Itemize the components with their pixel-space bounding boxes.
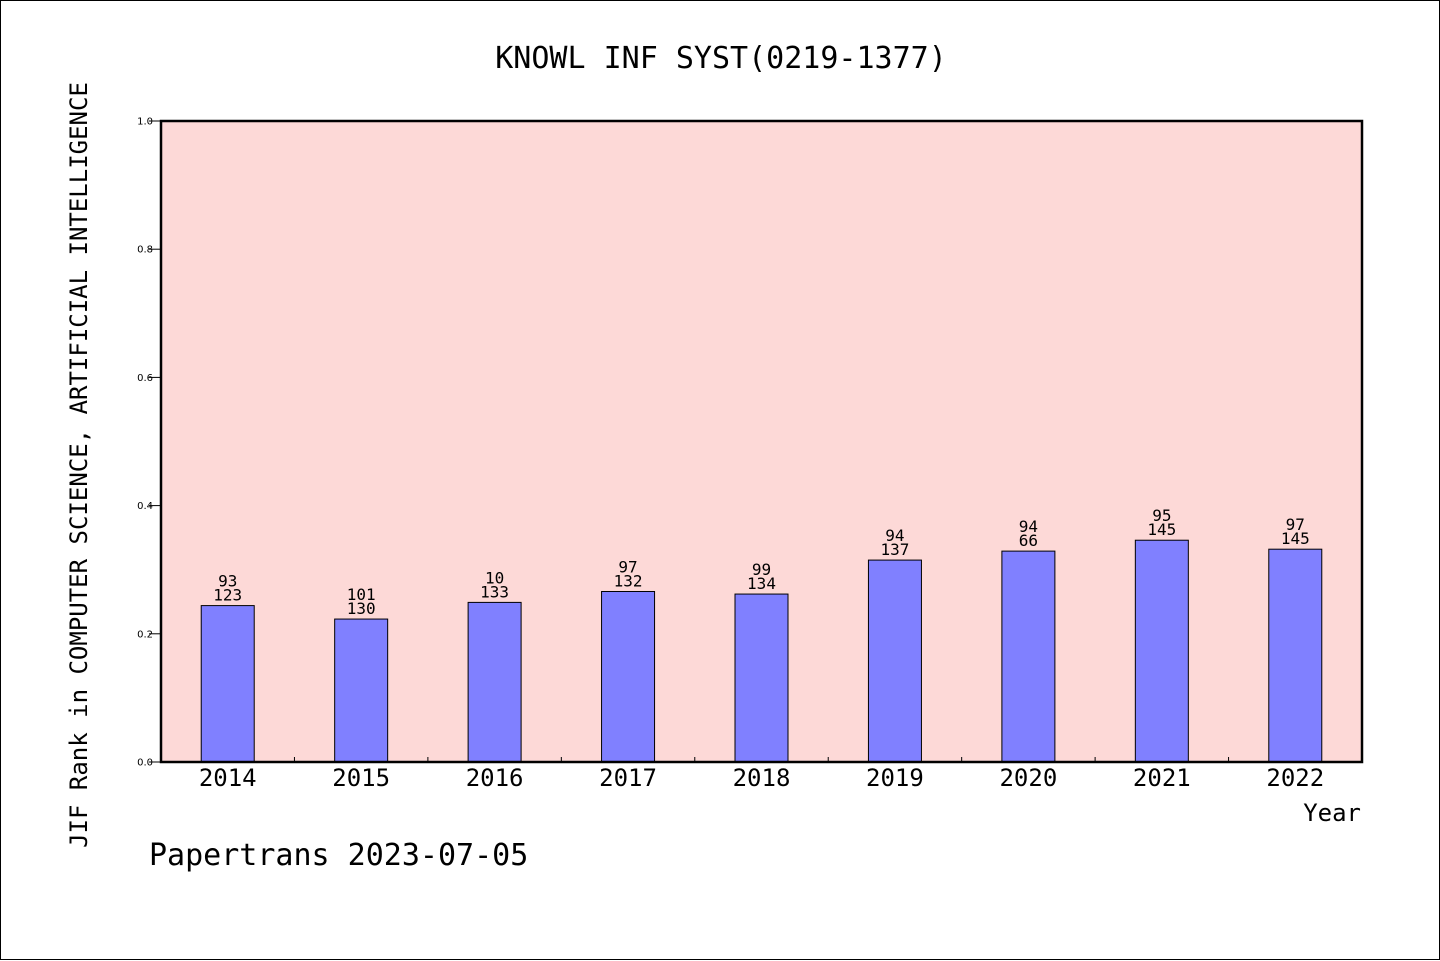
x-tick-label: 2020	[999, 764, 1057, 792]
bar-label-top: 99	[752, 560, 771, 579]
bar-2018	[734, 593, 789, 763]
bar-label-top: 94	[1019, 517, 1038, 536]
x-tick-label: 2014	[199, 764, 257, 792]
bar-label-bottom: 145	[1147, 520, 1176, 539]
bar-label-top: 95	[1152, 506, 1171, 525]
x-tick-label: 2015	[332, 764, 390, 792]
bar-label-bottom: 145	[1281, 529, 1310, 548]
x-tick-label: 2022	[1266, 764, 1324, 792]
bar-2019	[867, 559, 922, 763]
bar-label-top: 93	[218, 572, 237, 591]
bar-label-bottom: 132	[614, 571, 643, 590]
bar-label-top: 94	[885, 526, 904, 545]
bar-label-bottom: 123	[213, 586, 242, 605]
y-tick-label: 0.4	[137, 501, 153, 512]
bar-2014	[200, 605, 255, 763]
bar-2017	[601, 590, 656, 763]
bar-label-top: 101	[347, 585, 376, 604]
bar-label-top: 97	[618, 557, 637, 576]
plot-border	[159, 119, 1364, 764]
bar-label-bottom: 130	[347, 599, 376, 618]
bar-label-bottom: 137	[880, 540, 909, 559]
y-axis-label: JIF Rank in COMPUTER SCIENCE, ARTIFICIAL…	[65, 82, 93, 848]
y-tick-label: 0.0	[137, 758, 153, 769]
y-axis-ticks: 0.0 0.2 0.4 0.6 0.8 1.0	[137, 117, 161, 769]
bar-label-bottom: 134	[747, 574, 776, 593]
bar-label-top: 97	[1286, 515, 1305, 534]
x-tick-label: 2018	[733, 764, 791, 792]
x-tick-label: 2017	[599, 764, 657, 792]
bar-2016	[467, 601, 522, 763]
bar-2021	[1134, 539, 1189, 763]
x-axis-ticks: 2014 2015 2016 2017 2018 2019 2020 2021 2022	[199, 757, 1324, 792]
bar-label-bottom: 66	[1019, 531, 1038, 550]
bar-label-bottom: 133	[480, 582, 509, 601]
y-tick-label: 0.8	[137, 245, 153, 256]
chart-title: KNOWL INF SYST(0219-1377)	[495, 41, 947, 76]
x-tick-label: 2019	[866, 764, 924, 792]
y-tick-label: 0.2	[137, 629, 153, 640]
x-tick-label: 2021	[1133, 764, 1191, 792]
y-tick-label: 1.0	[137, 117, 153, 128]
footer-credit: Papertrans 2023-07-05	[149, 838, 528, 873]
bar-2020	[1001, 550, 1056, 763]
bar-label-top: 10	[485, 568, 504, 587]
y-tick-label: 0.6	[137, 373, 153, 384]
x-tick-label: 2016	[466, 764, 524, 792]
x-axis-label: Year	[1303, 799, 1361, 827]
bar-2022	[1268, 548, 1323, 763]
bar-2015	[334, 618, 389, 763]
